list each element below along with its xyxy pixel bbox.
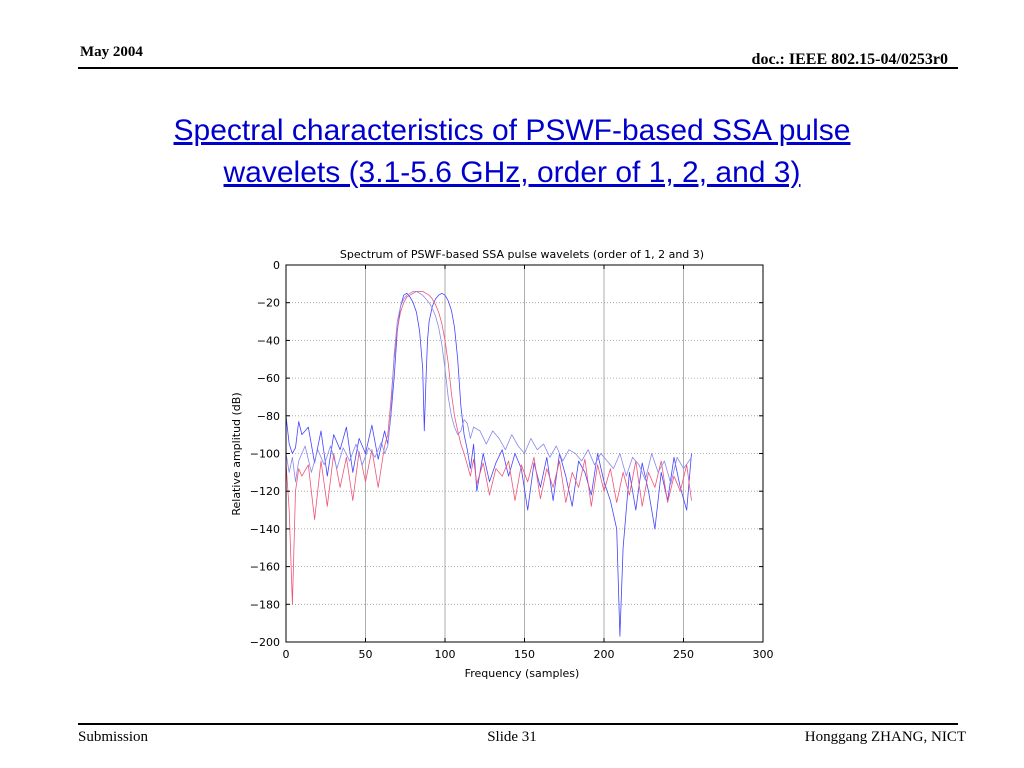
x-tick-label: 150 [514, 648, 535, 661]
y-tick-label: −160 [250, 561, 280, 574]
header-divider [78, 67, 958, 69]
series-line-3 [285, 290, 692, 485]
chart-series-group [285, 290, 692, 637]
chart-title: Spectrum of PSWF-based SSA pulse wavelet… [340, 248, 704, 261]
footer-divider [78, 723, 958, 725]
x-tick-label: 50 [359, 648, 373, 661]
y-tick-label: −120 [250, 485, 280, 498]
y-tick-label: −20 [257, 297, 280, 310]
x-tick-label: 250 [673, 648, 694, 661]
slide-title-line-2[interactable]: wavelets (3.1-5.6 GHz, order of 1, 2, an… [223, 156, 801, 189]
y-tick-label: −100 [250, 448, 280, 461]
y-tick-label: −200 [250, 636, 280, 649]
x-tick-label: 100 [435, 648, 456, 661]
header-date: May 2004 [80, 44, 143, 60]
series-line-1 [285, 292, 692, 637]
spectrum-chart: Spectrum of PSWF-based SSA pulse wavelet… [230, 248, 774, 680]
footer-author: Honggang ZHANG, NICT [804, 729, 966, 745]
x-tick-label: 0 [283, 648, 290, 661]
header-doc-id: doc.: IEEE 802.15-04/0253r0 [751, 51, 948, 68]
y-tick-label: 0 [273, 259, 280, 272]
slide-title-line-1[interactable]: Spectral characteristics of PSWF-based S… [173, 114, 851, 147]
y-tick-label: −140 [250, 523, 280, 536]
x-tick-label: 300 [753, 648, 774, 661]
x-tick-label: 200 [594, 648, 615, 661]
footer-slide-number: Slide 31 [487, 729, 537, 745]
series-line-2 [285, 290, 692, 605]
y-tick-label: −60 [257, 372, 280, 385]
y-axis-label: Relative amplitud (dB) [230, 392, 243, 515]
slide-title[interactable]: Spectral characteristics of PSWF-based S… [60, 110, 964, 194]
y-ticks: 0 −20 −40 −60 −80 −100 −120 −140 −160 −180 −200 [250, 259, 763, 649]
y-tick-label: −80 [257, 410, 280, 423]
y-tick-label: −180 [250, 598, 280, 611]
x-axis-label: Frequency (samples) [465, 667, 580, 680]
y-tick-label: −40 [257, 334, 280, 347]
footer-submission: Submission [78, 729, 149, 745]
x-ticks: 0 50 100 150 200 250 300 [283, 265, 774, 661]
